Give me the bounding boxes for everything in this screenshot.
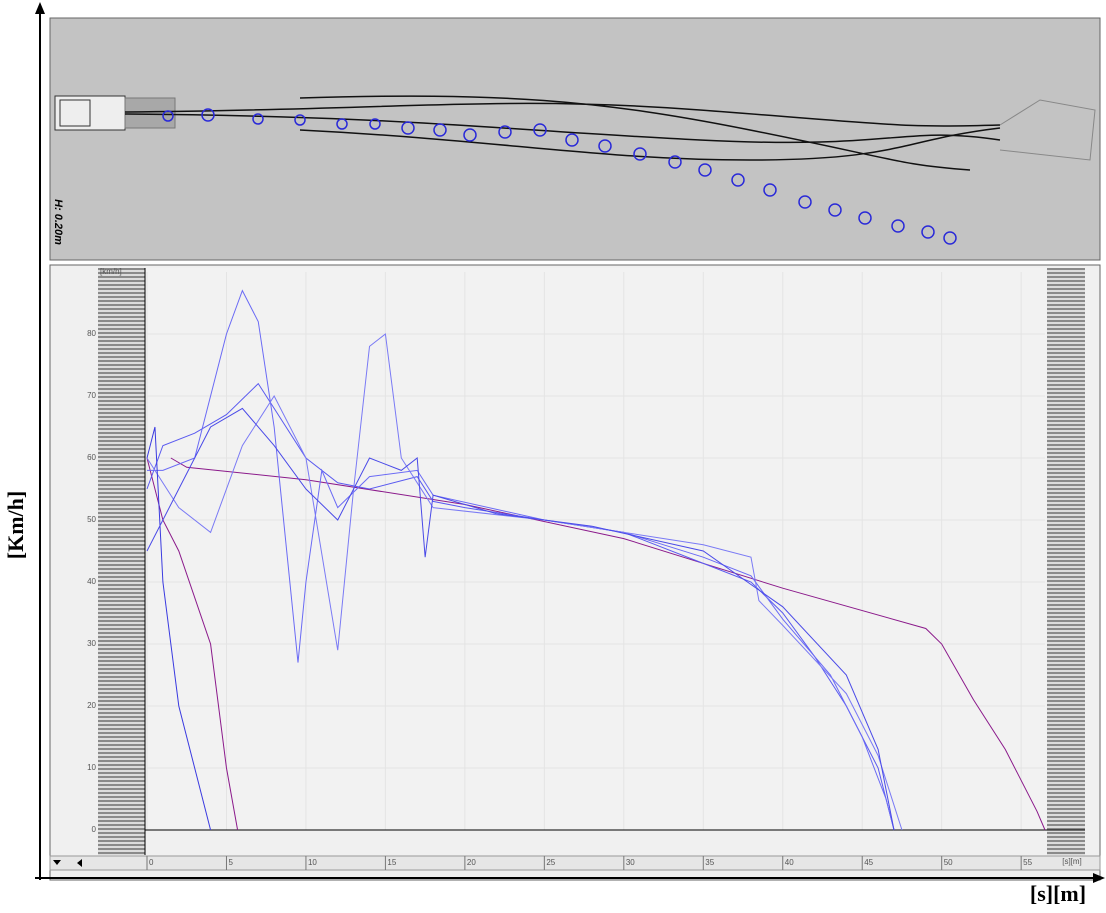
chart: H: 0.20m [km/h] [s][m] [Km/h] [s][m] 0 10… [0, 0, 1106, 913]
x-tick-label: 45 [864, 858, 873, 867]
y-tick-label: 30 [87, 639, 96, 648]
x-tick-label: 40 [785, 858, 794, 867]
scrollbar[interactable] [50, 856, 1100, 870]
x-tick-label: 10 [308, 858, 317, 867]
x-unit: [s][m] [1062, 857, 1082, 866]
y-tick-label: 40 [87, 577, 96, 586]
top-panel: H: 0.20m [50, 18, 1100, 260]
x-tick-label: 15 [387, 858, 396, 867]
right-band [1047, 268, 1085, 855]
x-axis-label: [s][m] [1030, 881, 1086, 906]
plot-area [145, 268, 1047, 830]
scale-label: H: 0.20m [52, 199, 64, 245]
y-tick-label: 0 [92, 825, 97, 834]
x-tick-label: 30 [626, 858, 635, 867]
x-tick-label: 55 [1023, 858, 1032, 867]
y-tick-label: 60 [87, 453, 96, 462]
y-tick-label: 20 [87, 701, 96, 710]
x-tick-label: 20 [467, 858, 476, 867]
y-unit: [km/h] [100, 267, 122, 276]
y-tick-label: 80 [87, 329, 96, 338]
y-tick-label: 50 [87, 515, 96, 524]
page: {"chart_data": {"type": "line", "annotat… [0, 0, 1106, 913]
y-tick-label: 70 [87, 391, 96, 400]
y-axis-label: [Km/h] [3, 491, 28, 559]
x-tick-label: 5 [228, 858, 233, 867]
x-tick-label: 25 [546, 858, 555, 867]
y-tick-label: 10 [87, 763, 96, 772]
y-arrow-head [35, 2, 45, 14]
x-tick-label: 0 [149, 858, 154, 867]
x-tick-label: 35 [705, 858, 714, 867]
left-band [98, 268, 145, 855]
x-tick-label: 50 [944, 858, 953, 867]
